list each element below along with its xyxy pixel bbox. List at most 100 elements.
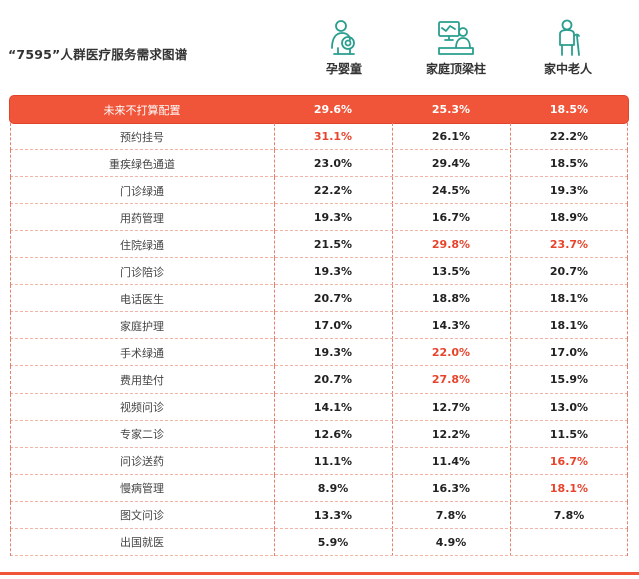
- table-border: [10, 447, 11, 475]
- table-row: 家庭护理 17.0% 14.3% 18.1%: [10, 312, 628, 340]
- value-cell: 18.9%: [549, 211, 589, 225]
- column-header-family-pillar: 家庭顶梁柱: [396, 18, 516, 77]
- column-divider: [274, 231, 275, 259]
- table-border: [627, 447, 628, 475]
- row-label: 未来不打算配置: [103, 103, 181, 117]
- value-cell: 19.3%: [313, 211, 353, 225]
- column-divider: [510, 258, 511, 286]
- value-cell: 11.4%: [431, 454, 471, 468]
- value-cell: 23.0%: [313, 157, 353, 171]
- value-cell: 21.5%: [313, 238, 353, 252]
- value-cell: 12.2%: [431, 427, 471, 441]
- row-label: 预约挂号: [120, 130, 164, 144]
- table-border: [10, 366, 11, 394]
- column-divider: [510, 285, 511, 313]
- table-border: [10, 528, 11, 556]
- table-row: 住院绿通 21.5% 29.8% 23.7%: [10, 231, 628, 259]
- column-divider: [510, 501, 511, 529]
- row-divider: [10, 365, 628, 367]
- column-header-elderly: 家中老人: [508, 18, 628, 77]
- table-row-highlighted: 未来不打算配置 29.6% 25.3% 18.5%: [10, 96, 628, 124]
- value-cell: 14.3%: [431, 319, 471, 333]
- value-cell: 7.8%: [435, 508, 467, 522]
- row-divider: [10, 176, 628, 178]
- column-divider: [392, 204, 393, 232]
- value-cell: 22.2%: [313, 184, 353, 198]
- table-border: [627, 312, 628, 340]
- column-divider: [274, 285, 275, 313]
- table-border: [627, 231, 628, 259]
- value-cell: 20.7%: [313, 373, 353, 387]
- column-divider: [510, 447, 511, 475]
- column-divider: [274, 177, 275, 205]
- table-border: [627, 501, 628, 529]
- table-row: 电话医生 20.7% 18.8% 18.1%: [10, 285, 628, 313]
- table-border: [10, 258, 11, 286]
- column-divider: [392, 447, 393, 475]
- column-divider: [510, 204, 511, 232]
- table-row: 门诊陪诊 19.3% 13.5% 20.7%: [10, 258, 628, 286]
- column-divider: [274, 393, 275, 421]
- column-label: 家中老人: [543, 62, 592, 76]
- column-divider: [274, 258, 275, 286]
- row-label: 费用垫付: [120, 373, 164, 387]
- column-divider: [510, 393, 511, 421]
- column-divider: [392, 312, 393, 340]
- row-label: 慢病管理: [120, 482, 164, 496]
- row-divider: [10, 446, 628, 448]
- value-cell: 27.8%: [431, 373, 471, 387]
- column-divider: [392, 501, 393, 529]
- column-divider: [274, 366, 275, 394]
- column-divider: [510, 339, 511, 367]
- column-divider: [392, 366, 393, 394]
- row-divider: [10, 284, 628, 286]
- value-cell: 22.2%: [549, 130, 589, 144]
- table-border: [627, 285, 628, 313]
- value-cell: 26.1%: [431, 130, 471, 144]
- column-divider: [510, 420, 511, 448]
- column-label: 家庭顶梁柱: [425, 62, 486, 76]
- value-cell: 23.7%: [549, 238, 589, 252]
- table-border: [10, 177, 11, 205]
- value-cell: 29.4%: [431, 157, 471, 171]
- column-divider: [274, 420, 275, 448]
- mother-baby-icon: [331, 20, 355, 55]
- column-divider: [392, 420, 393, 448]
- value-cell: 29.8%: [431, 238, 471, 252]
- value-cell: 24.5%: [431, 184, 471, 198]
- table-border: [10, 393, 11, 421]
- table-border: [627, 258, 628, 286]
- column-header-pregnant-baby-child: 孕婴童: [284, 18, 404, 77]
- column-divider: [274, 204, 275, 232]
- column-divider: [274, 528, 275, 556]
- value-cell: 18.1%: [549, 481, 589, 495]
- table-row: 门诊绿通 22.2% 24.5% 19.3%: [10, 177, 628, 205]
- value-cell: 13.3%: [313, 508, 353, 522]
- row-label: 图文问诊: [120, 509, 164, 523]
- row-label: 手术绿通: [120, 346, 164, 360]
- row-divider: [10, 554, 628, 556]
- row-label: 专家二诊: [120, 428, 164, 442]
- table-border: [10, 501, 11, 529]
- column-divider: [392, 258, 393, 286]
- column-divider: [392, 123, 393, 151]
- column-divider: [274, 339, 275, 367]
- row-divider: [10, 392, 628, 394]
- column-divider: [274, 474, 275, 502]
- value-cell: 19.3%: [549, 184, 589, 198]
- row-label: 重疾绿色通道: [109, 157, 175, 171]
- row-divider: [10, 338, 628, 340]
- value-cell: 17.0%: [313, 319, 353, 333]
- value-cell: 22.0%: [431, 346, 471, 360]
- row-divider: [10, 149, 628, 151]
- table-row: 重疾绿色通道 23.0% 29.4% 18.5%: [10, 150, 628, 178]
- table-border: [627, 528, 628, 556]
- value-cell: 18.1%: [549, 319, 589, 333]
- table-border: [627, 366, 628, 394]
- value-cell: 13.0%: [549, 400, 589, 414]
- row-label: 问诊送药: [120, 455, 164, 469]
- value-cell: 12.7%: [431, 400, 471, 414]
- column-divider: [274, 123, 275, 151]
- value-cell: 25.3%: [431, 103, 471, 117]
- value-cell: 12.6%: [313, 427, 353, 441]
